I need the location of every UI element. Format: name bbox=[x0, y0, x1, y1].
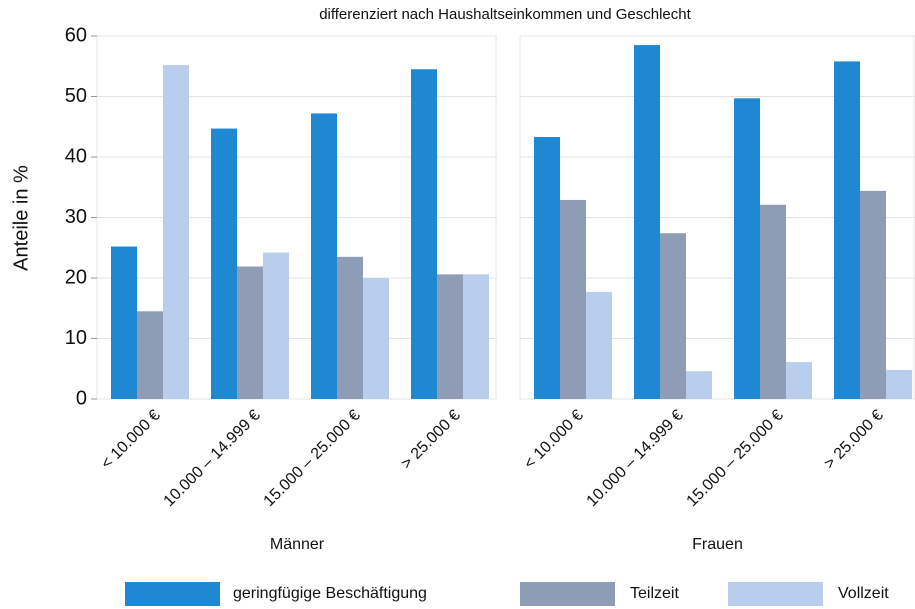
bar bbox=[437, 274, 463, 399]
legend-label: Teilzeit bbox=[630, 585, 679, 602]
y-tick-label: 50 bbox=[65, 85, 87, 107]
bar bbox=[786, 362, 812, 399]
y-tick-label: 60 bbox=[65, 24, 87, 46]
x-tick-label: < 10.000 € bbox=[98, 407, 164, 473]
x-axis-label: Männer bbox=[270, 536, 325, 553]
bar bbox=[686, 371, 712, 399]
bar bbox=[834, 61, 860, 399]
x-tick-label: 15.000 – 25.000 € bbox=[261, 407, 364, 510]
bar bbox=[734, 98, 760, 399]
bar bbox=[311, 113, 337, 399]
bar bbox=[760, 204, 786, 399]
x-tick-label: 10.000 – 14.999 € bbox=[161, 407, 264, 510]
bar bbox=[534, 137, 560, 399]
bar bbox=[586, 291, 612, 399]
y-axis-label: Anteile in % bbox=[10, 165, 32, 271]
y-tick-label: 40 bbox=[65, 145, 87, 167]
bar bbox=[137, 311, 163, 399]
chart-title: differenziert nach Haushaltseinkommen un… bbox=[319, 6, 691, 23]
bar bbox=[463, 274, 489, 399]
bar bbox=[411, 69, 437, 400]
bar bbox=[111, 246, 137, 399]
x-tick-label: > 25.000 € bbox=[821, 407, 887, 473]
bar bbox=[660, 233, 686, 399]
x-tick-label: 10.000 – 14.999 € bbox=[584, 407, 687, 510]
bar bbox=[163, 65, 189, 399]
legend-swatch bbox=[728, 582, 823, 606]
bar bbox=[560, 199, 586, 399]
bar bbox=[237, 266, 263, 399]
x-tick-label: < 10.000 € bbox=[521, 407, 587, 473]
bar bbox=[634, 45, 660, 399]
bar bbox=[263, 252, 289, 399]
bar bbox=[337, 256, 363, 399]
bar bbox=[860, 190, 886, 399]
x-tick-label: > 25.000 € bbox=[398, 407, 464, 473]
legend-swatch bbox=[125, 582, 220, 606]
legend-swatch bbox=[520, 582, 615, 606]
x-tick-label: 15.000 – 25.000 € bbox=[684, 407, 787, 510]
x-axis-label: Frauen bbox=[692, 536, 743, 553]
y-tick-label: 20 bbox=[65, 266, 87, 288]
legend-label: geringfügige Beschäftigung bbox=[233, 585, 427, 602]
legend-label: Vollzeit bbox=[838, 585, 889, 602]
bar bbox=[886, 369, 912, 399]
bar bbox=[211, 128, 237, 399]
y-tick-label: 30 bbox=[65, 206, 87, 228]
y-tick-label: 0 bbox=[76, 387, 87, 409]
bar bbox=[363, 278, 389, 399]
y-tick-label: 10 bbox=[65, 327, 87, 349]
